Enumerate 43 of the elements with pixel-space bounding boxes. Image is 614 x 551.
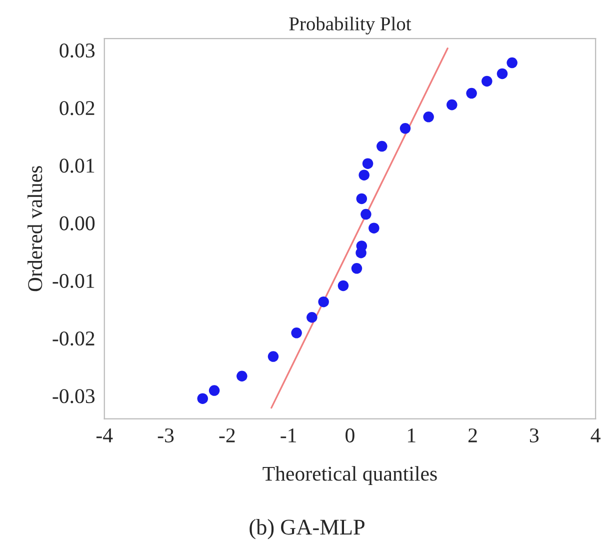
point bbox=[423, 112, 434, 122]
y-tick-label: -0.01 bbox=[52, 274, 94, 288]
x-tick-label: -1 bbox=[280, 428, 296, 442]
point bbox=[446, 99, 458, 110]
x-tick-label: 4 bbox=[590, 428, 600, 442]
point bbox=[400, 123, 411, 134]
point bbox=[306, 312, 318, 323]
x-tick-label: 2 bbox=[468, 428, 477, 442]
point bbox=[482, 76, 492, 87]
point bbox=[362, 158, 374, 169]
x-axis-title: Theoretical quantiles bbox=[262, 466, 437, 486]
point bbox=[376, 140, 388, 152]
x-tick-label: 1 bbox=[408, 428, 416, 442]
point bbox=[496, 68, 508, 80]
point bbox=[351, 263, 362, 274]
y-tick-label: 0.01 bbox=[60, 158, 94, 173]
point bbox=[268, 351, 279, 362]
point bbox=[197, 393, 208, 404]
point bbox=[236, 370, 248, 382]
x-tick-label: -2 bbox=[219, 428, 235, 442]
text: (b) GA-MLP bbox=[250, 519, 364, 540]
point bbox=[360, 208, 372, 220]
x-tick-label: 0 bbox=[346, 428, 354, 442]
point bbox=[291, 328, 302, 338]
point bbox=[466, 88, 477, 99]
x-tick-label: 3 bbox=[530, 428, 539, 442]
point bbox=[208, 385, 220, 396]
chart-title: Probability Plot bbox=[289, 16, 412, 34]
point bbox=[358, 170, 370, 180]
point bbox=[338, 280, 349, 292]
y-tick-label: 0.00 bbox=[60, 216, 95, 230]
y-tick-label: 0.03 bbox=[60, 43, 95, 58]
point bbox=[368, 222, 380, 234]
y-tick-label: 0.02 bbox=[60, 101, 94, 116]
y-tick-label: -0.03 bbox=[52, 389, 95, 404]
y-axis-title: Ordered values bbox=[28, 166, 42, 292]
point bbox=[356, 240, 368, 252]
x-tick-label: -4 bbox=[96, 428, 113, 442]
x-tick-label: -3 bbox=[158, 428, 174, 442]
point bbox=[318, 296, 329, 308]
point bbox=[506, 57, 518, 68]
point bbox=[356, 193, 368, 204]
y-tick-label: -0.02 bbox=[52, 331, 94, 346]
